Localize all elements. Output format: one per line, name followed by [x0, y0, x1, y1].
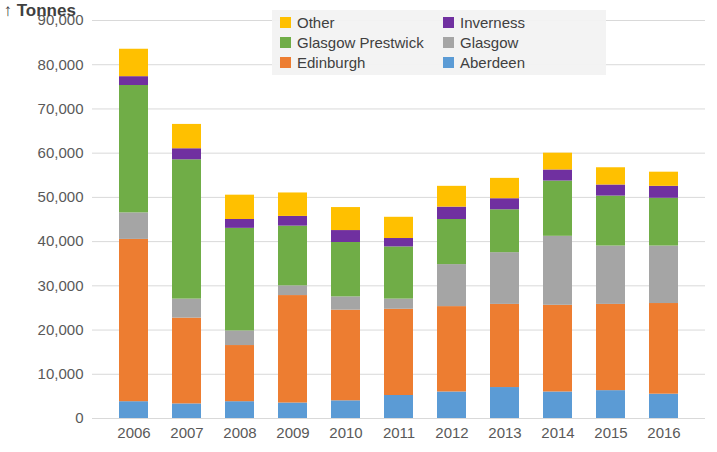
svg-text:2008: 2008 — [223, 424, 256, 441]
svg-text:2015: 2015 — [594, 424, 627, 441]
svg-text:80,000: 80,000 — [38, 56, 84, 73]
html-text:Glasgow Prestwick: Glasgow Prestwick — [297, 34, 424, 51]
svg-text:2006: 2006 — [117, 424, 150, 441]
svg-text:50,000: 50,000 — [38, 188, 84, 205]
svg-text:30,000: 30,000 — [38, 277, 84, 294]
svg-text:↑ Tonnes: ↑ Tonnes — [4, 1, 76, 20]
svg-text:2010: 2010 — [329, 424, 362, 441]
svg-text:20,000: 20,000 — [38, 321, 84, 338]
html-text:Other: Other — [297, 14, 335, 31]
svg-text:2014: 2014 — [541, 424, 574, 441]
html-text:Inverness: Inverness — [460, 14, 525, 31]
svg-text:2013: 2013 — [488, 424, 521, 441]
html-text:Glasgow: Glasgow — [460, 34, 519, 51]
html-text:Aberdeen: Aberdeen — [460, 54, 526, 71]
html-text:Edinburgh: Edinburgh — [297, 54, 366, 71]
svg-text:0: 0 — [75, 409, 83, 426]
svg-text:2009: 2009 — [276, 424, 309, 441]
svg-text:2007: 2007 — [170, 424, 203, 441]
svg-text:2012: 2012 — [435, 424, 468, 441]
svg-text:60,000: 60,000 — [38, 144, 84, 161]
svg-text:10,000: 10,000 — [38, 365, 84, 382]
svg-text:70,000: 70,000 — [38, 100, 84, 117]
svg-text:2011: 2011 — [383, 424, 415, 441]
svg-text:2016: 2016 — [647, 424, 680, 441]
svg-text:40,000: 40,000 — [38, 232, 84, 249]
svg-text:90,000: 90,000 — [37, 11, 84, 29]
